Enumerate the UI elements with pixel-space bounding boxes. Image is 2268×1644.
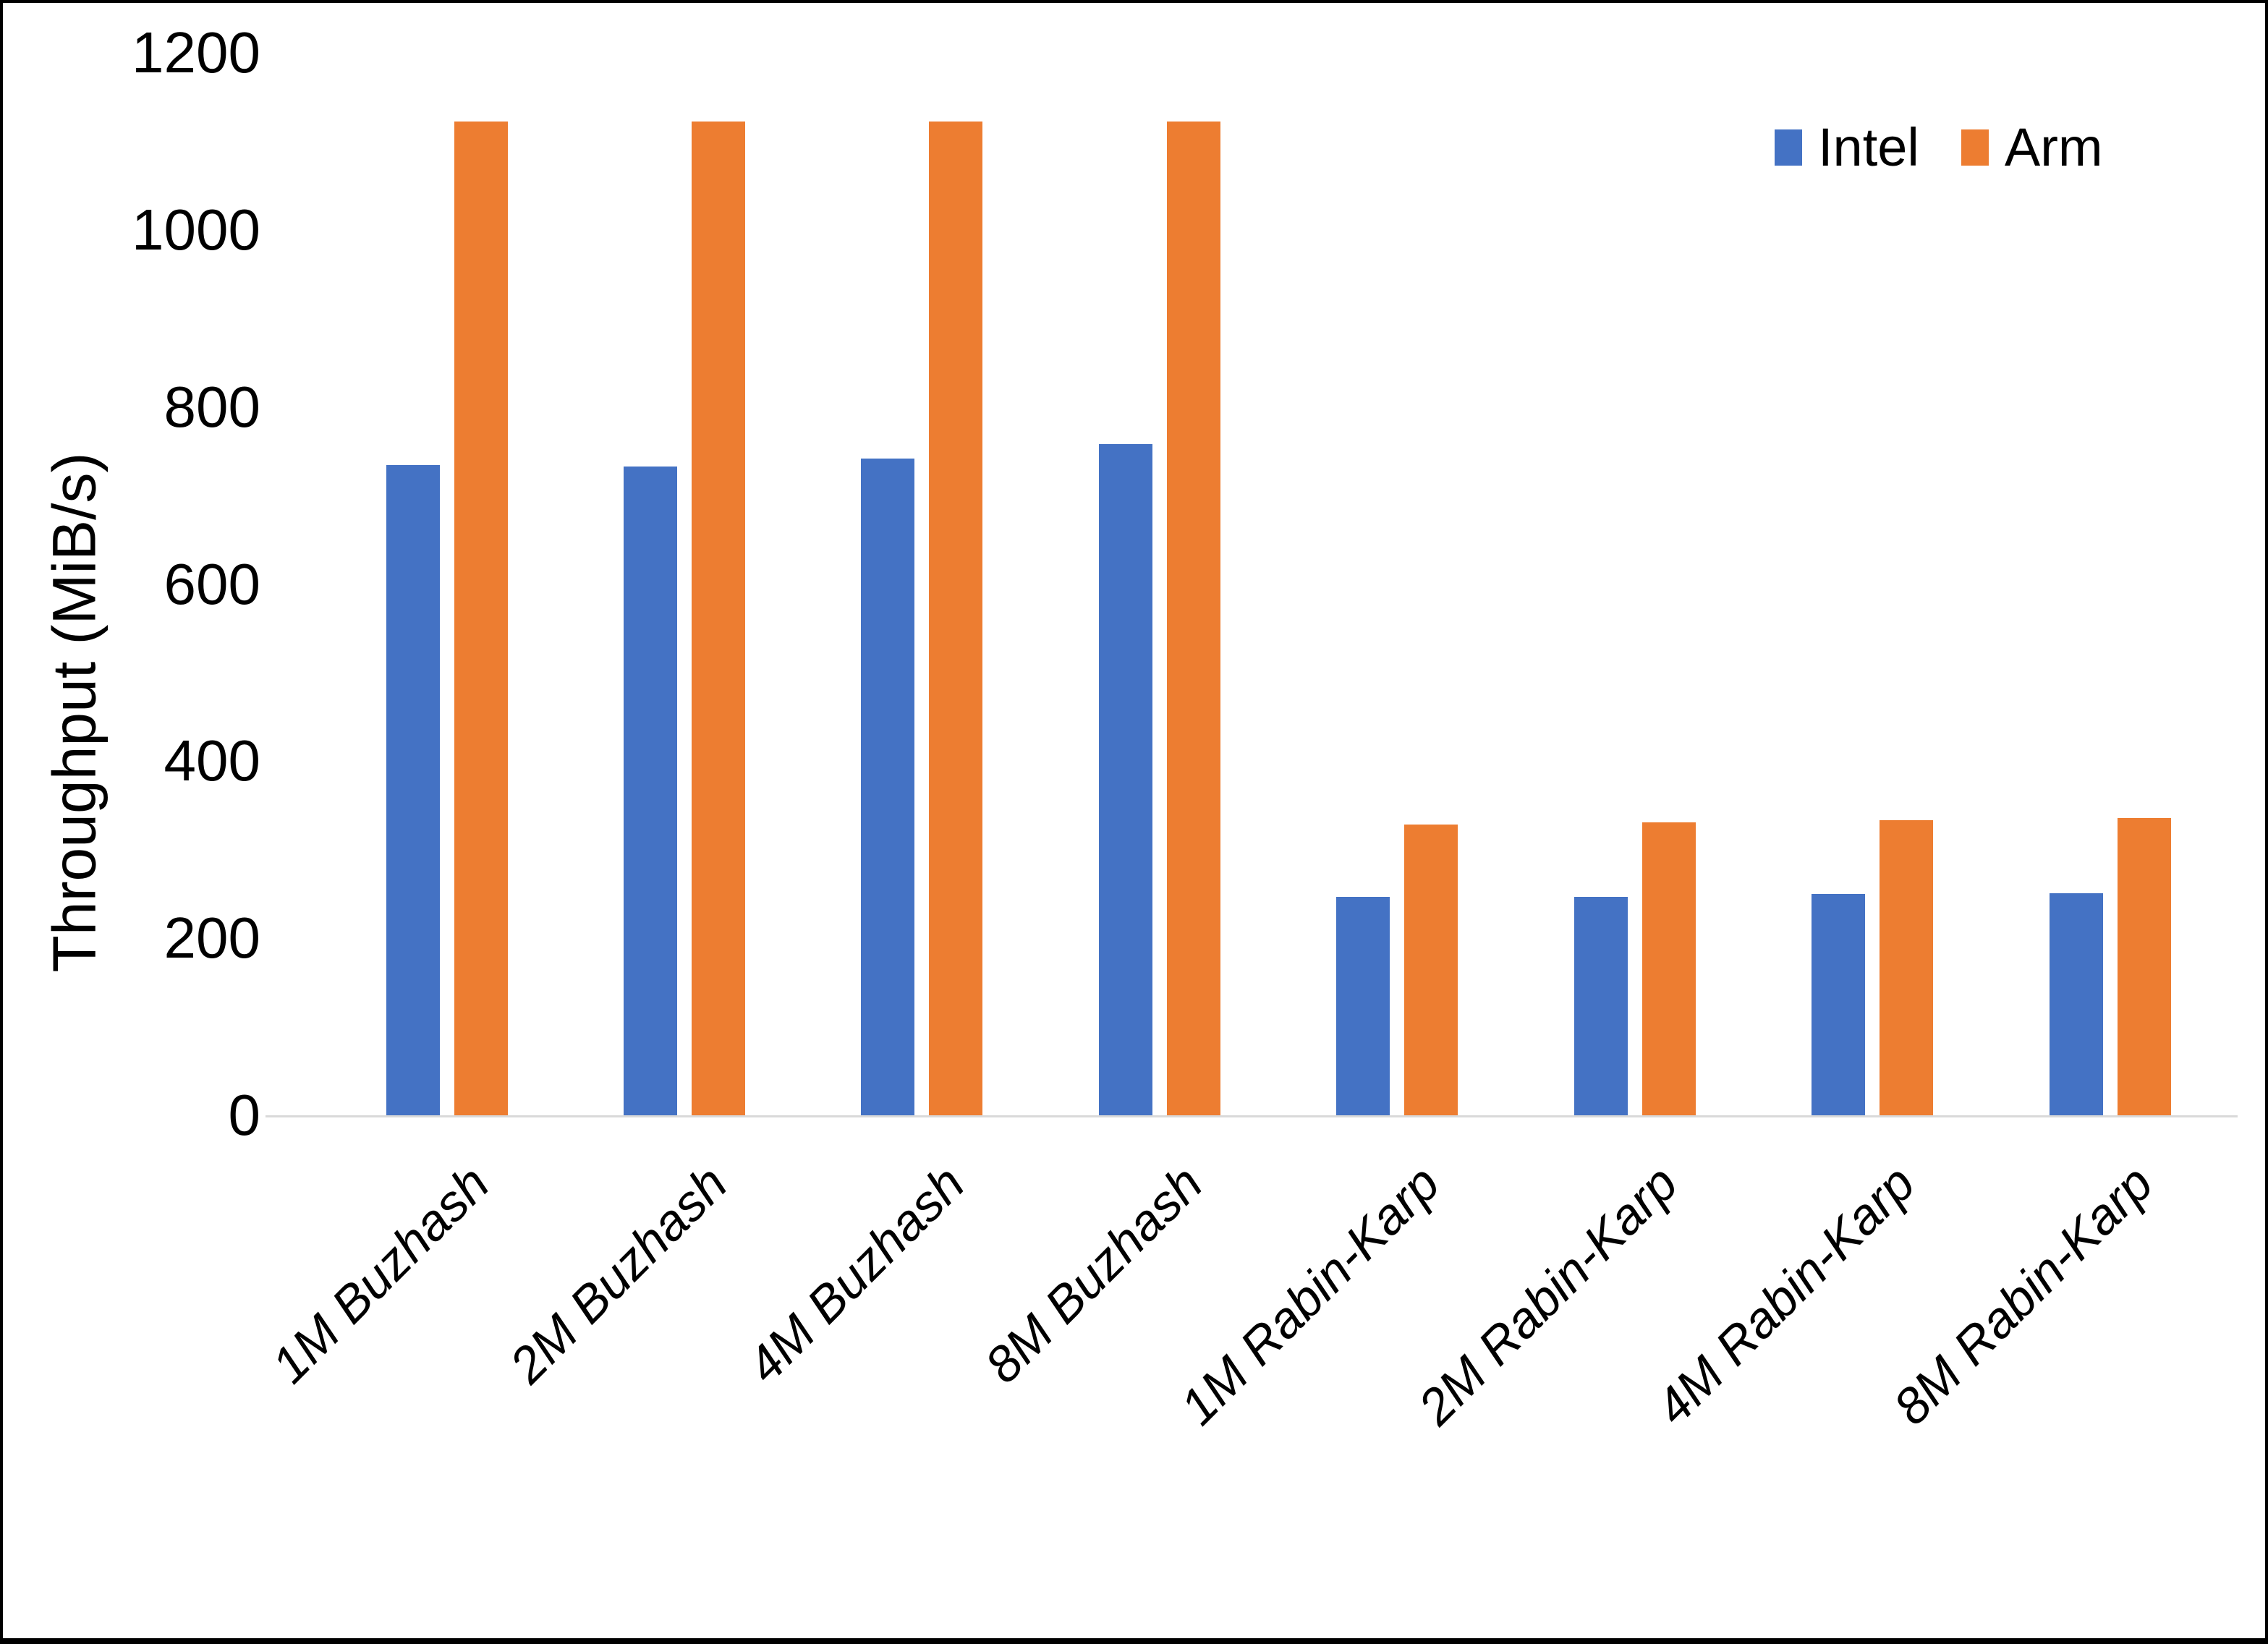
bar-intel-2m-buzhash <box>623 466 677 1115</box>
y-tick-label-600: 600 <box>163 551 260 616</box>
bar-intel-2m-rabin-karp <box>1573 896 1628 1115</box>
bar-arm-1m-rabin-karp <box>1404 825 1458 1115</box>
bar-arm-8m-buzhash <box>1166 122 1220 1115</box>
bar-arm-4m-buzhash <box>929 122 983 1115</box>
x-axis-label-4m-buzhash: 4M Buzhash <box>736 1154 976 1394</box>
legend-item-arm: Arm <box>1961 121 2103 174</box>
legend-swatch-intel <box>1775 129 1802 166</box>
legend-label-arm: Arm <box>2004 117 2103 177</box>
x-axis-label-4m-rabin-karp: 4M Rabin-Karp <box>1644 1154 1926 1436</box>
bar-arm-8m-rabin-karp <box>2117 817 2171 1115</box>
bar-intel-1m-rabin-karp <box>1336 896 1390 1115</box>
legend: Intel Arm <box>1775 121 2103 174</box>
x-axis-label-1m-rabin-karp: 1M Rabin-Karp <box>1169 1154 1451 1436</box>
bar-intel-1m-buzhash <box>386 465 440 1115</box>
y-tick-label-0: 0 <box>228 1083 261 1147</box>
bar-intel-8m-rabin-karp <box>2049 893 2103 1115</box>
bar-intel-4m-rabin-karp <box>1812 893 1866 1115</box>
y-tick-label-200: 200 <box>163 906 260 971</box>
legend-swatch-arm <box>1961 129 1989 166</box>
x-axis-line <box>266 1115 2238 1117</box>
x-axis-label-2m-rabin-karp: 2M Rabin-Karp <box>1407 1154 1689 1436</box>
bar-intel-8m-buzhash <box>1098 444 1152 1115</box>
y-tick-label-400: 400 <box>163 728 260 793</box>
y-axis-title: Throughput (MiB/s) <box>40 452 109 973</box>
bar-arm-1m-buzhash <box>454 122 508 1115</box>
y-tick-label-1000: 1000 <box>132 197 260 262</box>
bar-intel-4m-buzhash <box>861 458 915 1115</box>
bar-arm-2m-buzhash <box>691 122 745 1115</box>
legend-item-intel: Intel <box>1775 121 1919 174</box>
bar-arm-4m-rabin-karp <box>1880 820 1934 1115</box>
x-axis-label-8m-rabin-karp: 8M Rabin-Karp <box>1882 1154 2164 1436</box>
x-axis-label-1m-buzhash: 1M Buzhash <box>260 1154 501 1394</box>
x-axis-label-8m-buzhash: 8M Buzhash <box>974 1154 1213 1394</box>
legend-label-intel: Intel <box>1818 117 1919 177</box>
x-axis-label-2m-buzhash: 2M Buzhash <box>498 1154 738 1394</box>
y-tick-label-1200: 1200 <box>132 20 260 85</box>
plot-area <box>266 53 2235 1115</box>
y-tick-label-800: 800 <box>163 374 260 439</box>
bar-arm-2m-rabin-karp <box>1641 822 1696 1115</box>
